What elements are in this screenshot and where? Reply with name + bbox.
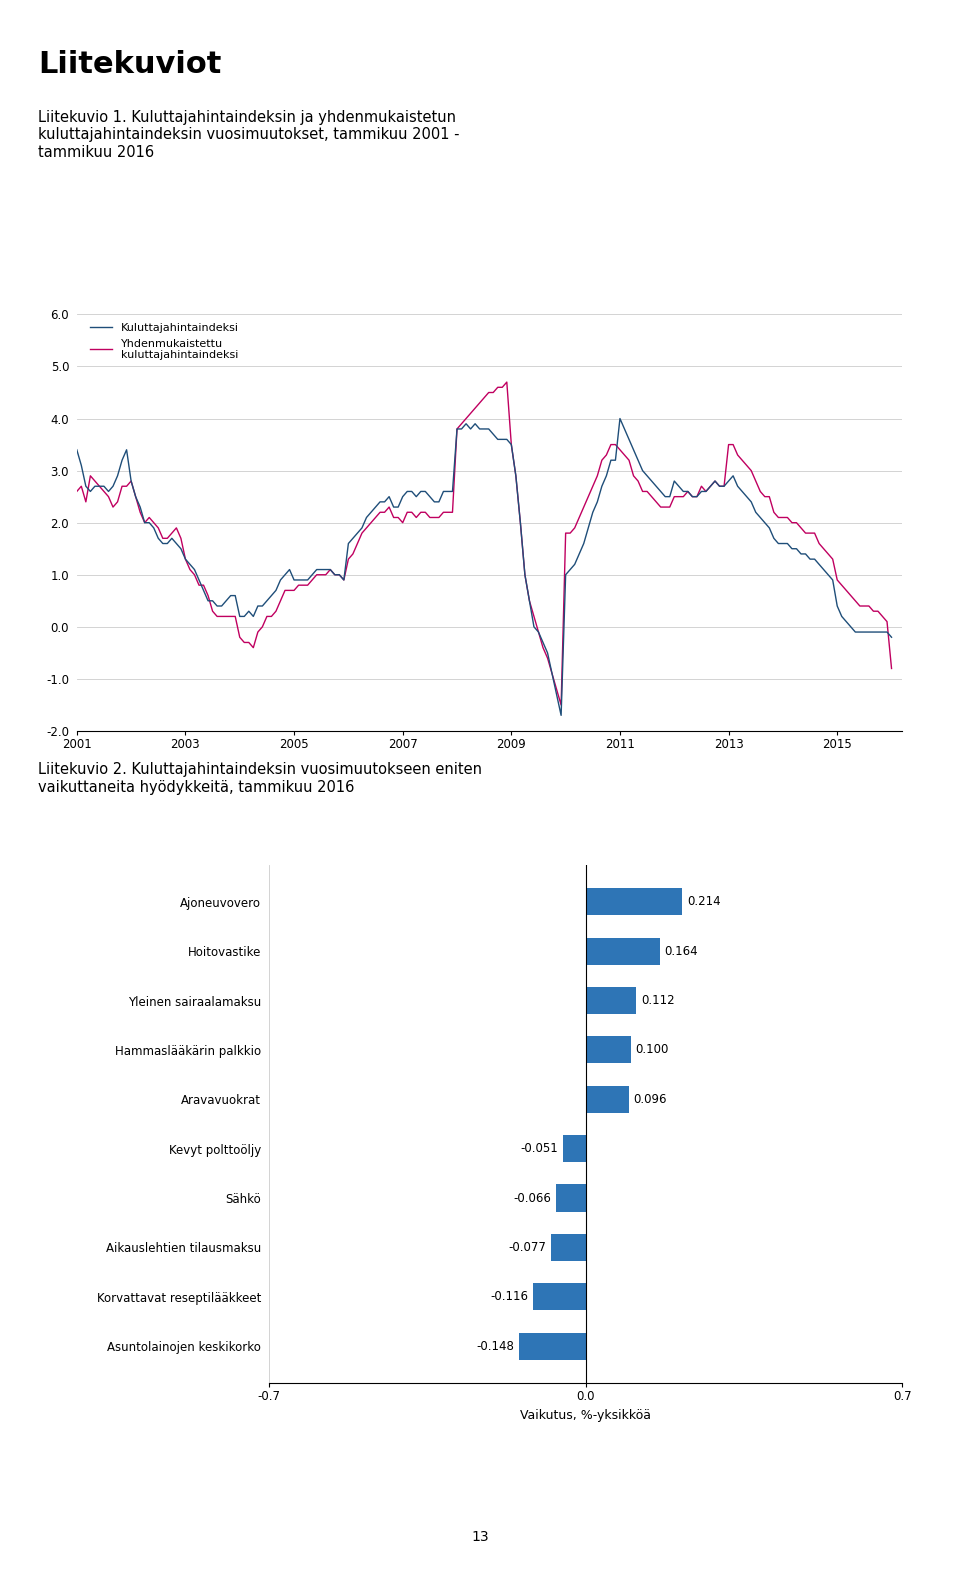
Bar — [586, 1086, 629, 1113]
Yhdenmukaistettu
kuluttajahintaindeksi — [139, 512, 151, 531]
Bar — [551, 1234, 586, 1261]
Bar — [563, 1135, 586, 1162]
Bar — [533, 1283, 586, 1311]
Bar — [556, 1184, 586, 1212]
Kuluttajahintaindeksi — [139, 512, 151, 531]
Text: -0.077: -0.077 — [509, 1240, 546, 1254]
Text: 0.100: 0.100 — [636, 1044, 669, 1056]
Line: Kuluttajahintaindeksi: Kuluttajahintaindeksi — [77, 418, 892, 715]
Bar — [586, 987, 636, 1014]
Kuluttajahintaindeksi — [465, 420, 476, 439]
Text: 13: 13 — [471, 1530, 489, 1544]
Line: Yhdenmukaistettu
kuluttajahintaindeksi: Yhdenmukaistettu kuluttajahintaindeksi — [77, 382, 892, 704]
Yhdenmukaistettu
kuluttajahintaindeksi — [886, 659, 898, 678]
Kuluttajahintaindeksi — [886, 627, 898, 646]
Yhdenmukaistettu
kuluttajahintaindeksi — [501, 373, 513, 391]
Kuluttajahintaindeksi — [71, 440, 83, 459]
Kuluttajahintaindeksi — [460, 415, 471, 434]
Kuluttajahintaindeksi — [298, 571, 309, 590]
Yhdenmukaistettu
kuluttajahintaindeksi — [460, 409, 471, 428]
Text: -0.051: -0.051 — [520, 1143, 558, 1155]
Text: Liitekuviot: Liitekuviot — [38, 50, 222, 79]
Kuluttajahintaindeksi — [193, 571, 204, 590]
Yhdenmukaistettu
kuluttajahintaindeksi — [298, 575, 309, 594]
Bar — [586, 888, 683, 915]
Yhdenmukaistettu
kuluttajahintaindeksi — [555, 695, 566, 714]
Text: 0.214: 0.214 — [687, 896, 721, 909]
Kuluttajahintaindeksi — [614, 409, 626, 428]
Text: 0.164: 0.164 — [664, 945, 698, 957]
Text: Liitekuvio 2. Kuluttajahintaindeksin vuosimuutokseen eniten
vaikuttaneita hyödyk: Liitekuvio 2. Kuluttajahintaindeksin vuo… — [38, 762, 482, 795]
Bar — [586, 937, 660, 965]
Text: -0.066: -0.066 — [514, 1192, 551, 1204]
Legend: Kuluttajahintaindeksi, Yhdenmukaistettu
kuluttajahintaindeksi: Kuluttajahintaindeksi, Yhdenmukaistettu … — [85, 319, 243, 365]
Yhdenmukaistettu
kuluttajahintaindeksi — [193, 575, 204, 594]
X-axis label: Vaikutus, %-yksikköä: Vaikutus, %-yksikköä — [520, 1409, 651, 1421]
Yhdenmukaistettu
kuluttajahintaindeksi — [71, 483, 83, 501]
Text: 0.112: 0.112 — [641, 994, 675, 1008]
Kuluttajahintaindeksi — [755, 508, 766, 527]
Text: 0.096: 0.096 — [634, 1093, 667, 1105]
Yhdenmukaistettu
kuluttajahintaindeksi — [755, 483, 766, 501]
Yhdenmukaistettu
kuluttajahintaindeksi — [465, 404, 476, 423]
Text: -0.116: -0.116 — [491, 1291, 529, 1303]
Bar — [518, 1333, 586, 1360]
Text: Liitekuvio 1. Kuluttajahintaindeksin ja yhdenmukaistetun
kuluttajahintaindeksin : Liitekuvio 1. Kuluttajahintaindeksin ja … — [38, 110, 460, 160]
Bar — [586, 1036, 631, 1064]
Text: -0.148: -0.148 — [476, 1339, 515, 1352]
Kuluttajahintaindeksi — [555, 706, 566, 725]
